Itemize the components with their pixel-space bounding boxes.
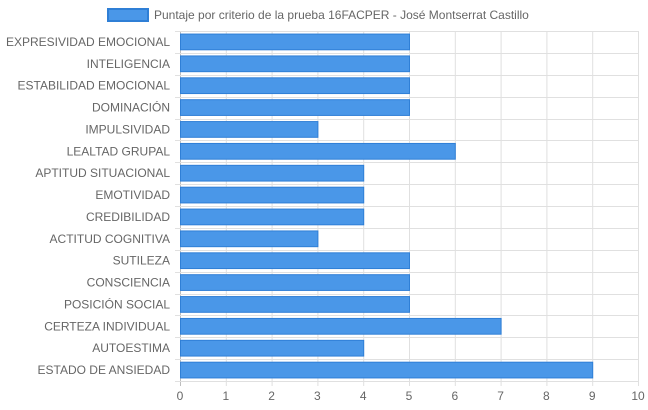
legend-label: Puntaje por criterio de la prueba 16FACP… xyxy=(154,8,529,22)
bar[interactable] xyxy=(180,317,502,335)
category-label: ESTABILIDAD EMOCIONAL xyxy=(18,79,171,93)
x-tick-labels: 0 1 2 3 4 5 6 7 8 9 10 xyxy=(177,389,645,403)
category-labels: EXPRESIVIDAD EMOCIONAL INTELIGENCIA ESTABI… xyxy=(6,35,170,377)
category-label: INTELIGENCIA xyxy=(87,57,170,71)
category-label: POSICIÓN SOCIAL xyxy=(64,296,170,311)
category-label: DOMINACIÓN xyxy=(92,100,170,115)
x-tick-label: 0 xyxy=(177,389,184,403)
bar[interactable] xyxy=(180,33,410,51)
x-tick-label: 3 xyxy=(314,389,321,403)
category-label: EMOTIVIDAD xyxy=(95,188,170,202)
category-label: LEALTAD GRUPAL xyxy=(67,144,171,158)
category-label: ESTADO DE ANSIEDAD xyxy=(38,363,171,377)
x-tick-label: 4 xyxy=(360,389,367,403)
bar[interactable] xyxy=(180,121,319,138)
category-label: EXPRESIVIDAD EMOCIONAL xyxy=(6,35,170,49)
bars xyxy=(180,33,594,379)
x-tick-label: 10 xyxy=(631,389,645,403)
legend-swatch xyxy=(107,8,149,22)
x-tick-label: 5 xyxy=(406,389,413,403)
category-label: CREDIBILIDAD xyxy=(86,210,170,224)
bar[interactable] xyxy=(180,230,319,248)
category-label: ACTITUD COGNITIVA xyxy=(50,232,170,246)
bar[interactable] xyxy=(180,339,365,357)
bar[interactable] xyxy=(180,55,410,73)
bar[interactable] xyxy=(180,99,410,116)
category-label: APTITUD SITUACIONAL xyxy=(35,166,170,180)
bar[interactable] xyxy=(180,142,456,160)
x-tick-label: 7 xyxy=(497,389,504,403)
bar[interactable] xyxy=(180,296,410,313)
category-label: IMPULSIVIDAD xyxy=(85,122,170,136)
category-label: CERTEZA INDIVIDUAL xyxy=(44,319,170,333)
x-tick-label: 6 xyxy=(451,389,458,403)
bar[interactable] xyxy=(180,164,365,182)
category-label: AUTOESTIMA xyxy=(92,341,170,355)
x-tick-label: 1 xyxy=(222,389,229,403)
bar[interactable] xyxy=(180,77,410,95)
x-tick-label: 9 xyxy=(589,389,596,403)
category-label: SUTILEZA xyxy=(113,254,170,268)
x-tick-label: 8 xyxy=(543,389,550,403)
bar[interactable] xyxy=(180,361,594,379)
x-tick-label: 2 xyxy=(268,389,275,403)
category-label: CONSCIENCIA xyxy=(87,276,170,290)
bar[interactable] xyxy=(180,186,365,204)
bar[interactable] xyxy=(180,252,410,270)
bar[interactable] xyxy=(180,274,410,291)
bar[interactable] xyxy=(180,208,365,226)
legend[interactable]: Puntaje por criterio de la prueba 16FACP… xyxy=(107,8,529,22)
